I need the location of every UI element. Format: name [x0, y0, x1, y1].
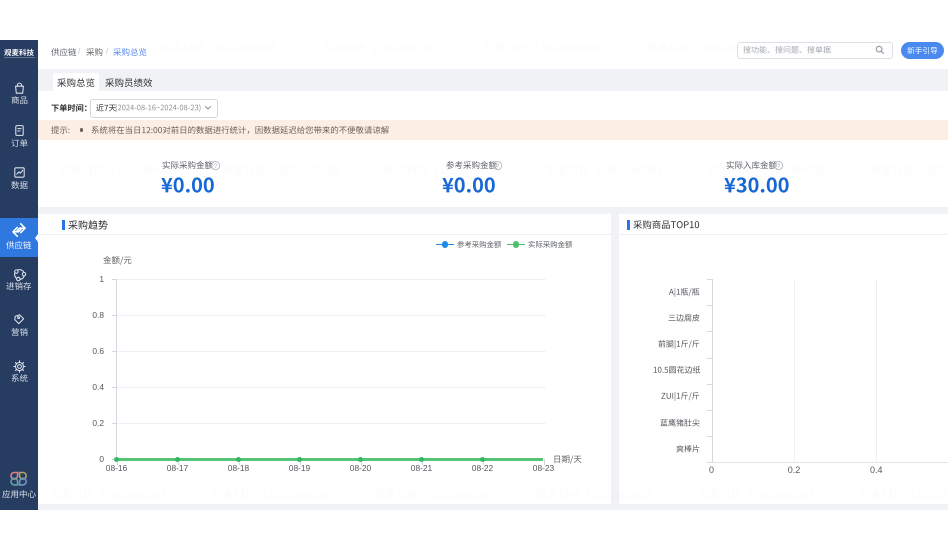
svg-text:?: ? [777, 163, 781, 170]
svg-text:?: ? [214, 163, 218, 170]
svg-text:?: ? [496, 163, 500, 170]
